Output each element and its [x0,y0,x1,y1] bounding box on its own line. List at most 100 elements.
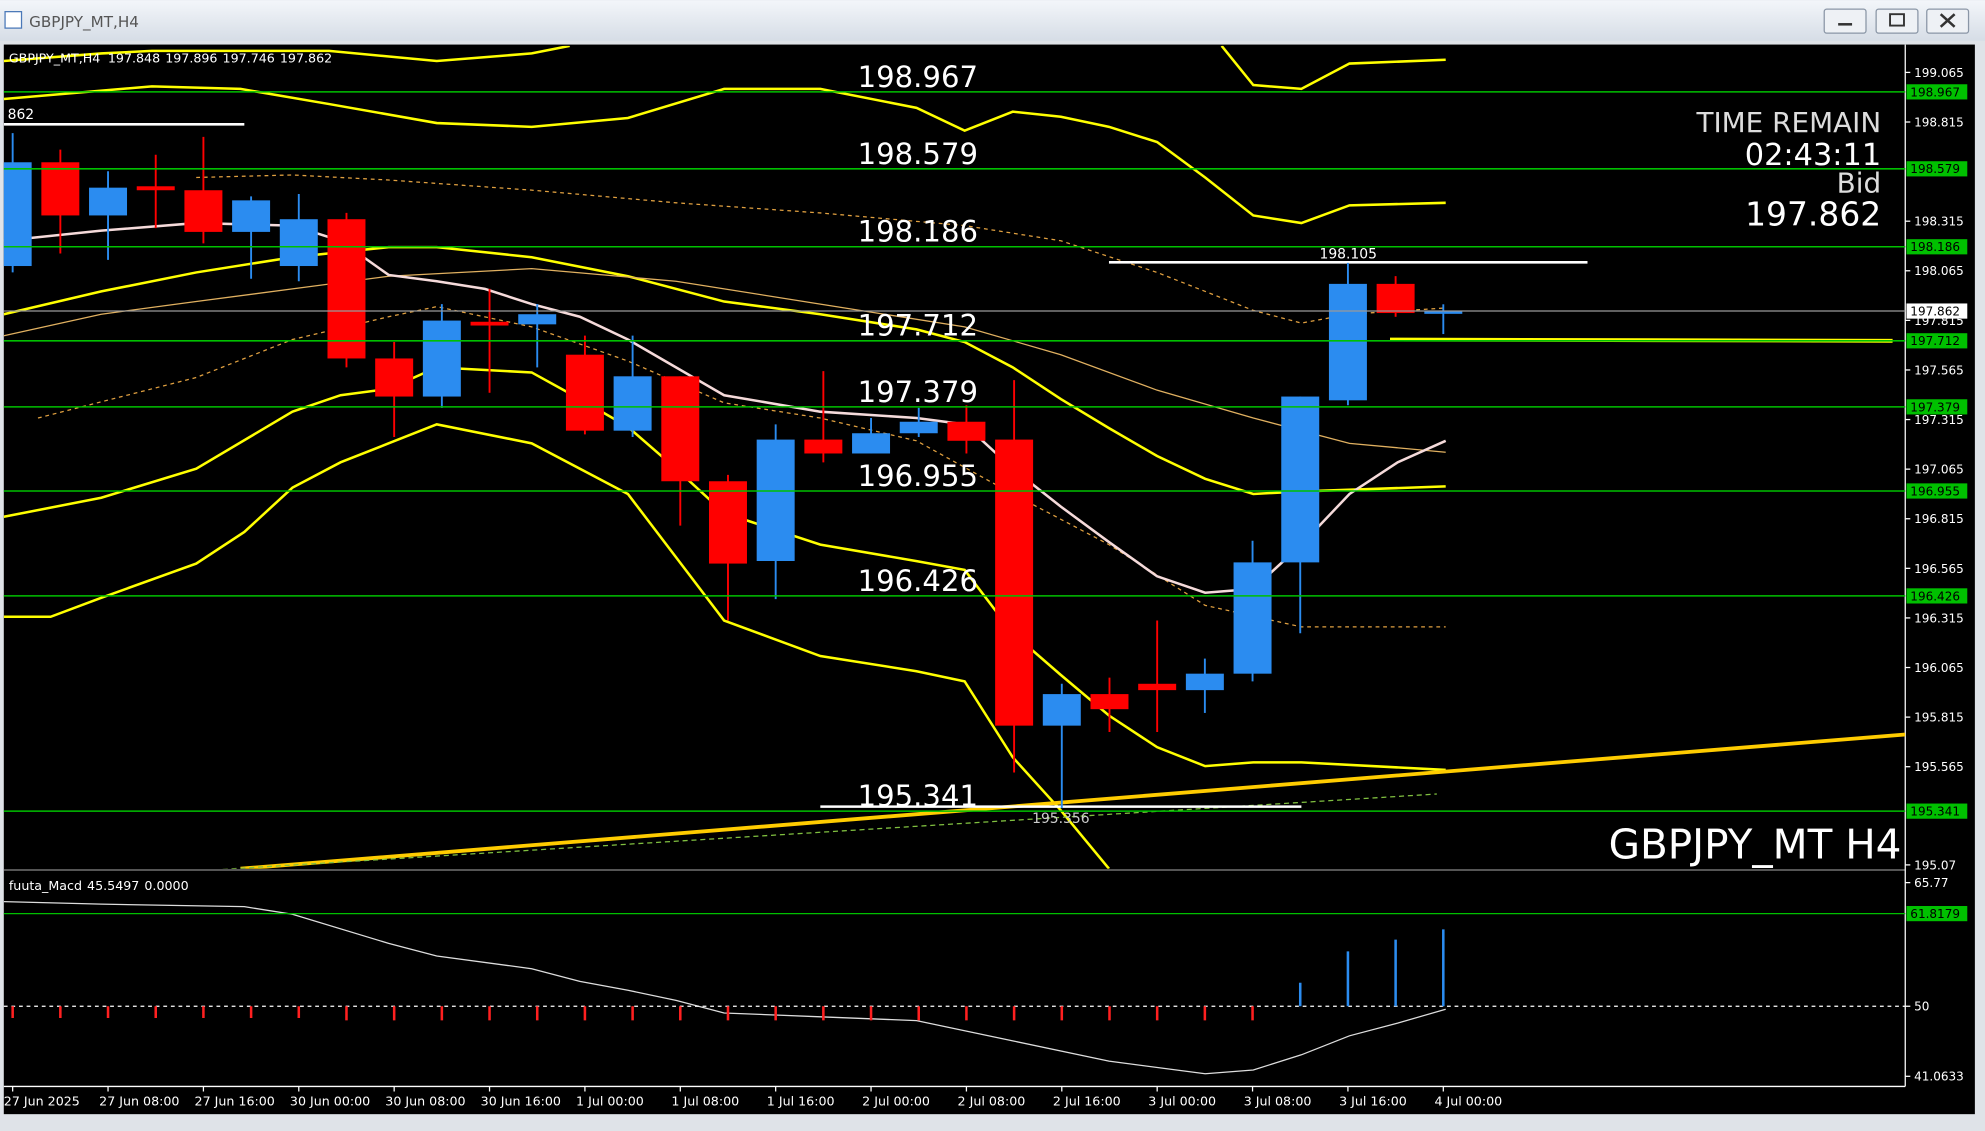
level-tag [1906,803,1968,819]
level-tag-label: 196.426 [1910,589,1960,603]
x-tick-label: 2 Jul 00:00 [862,1093,930,1108]
low-label: 195.356 [1032,811,1090,827]
candle-body [1138,683,1177,691]
candle-body [1424,311,1463,314]
y-tick-label: 198.315 [1914,215,1964,229]
sub-level-tag [1906,906,1968,922]
level-tag-label: 196.955 [1910,484,1960,498]
title-bar [0,0,1985,41]
dashed-ma-lower [37,305,1446,628]
y-tick-label: 196.815 [1914,512,1964,526]
minimize-button[interactable] [1823,8,1867,34]
level-label: 197.379 [858,375,978,409]
app-icon [4,11,23,29]
sub-level-tag-label: 61.8179 [1910,907,1960,921]
band-outer-top-right [1220,45,1446,91]
x-tick-label: 30 Jun 16:00 [481,1093,561,1108]
x-tick-label: 1 Jul 16:00 [767,1093,835,1108]
time-remain: 02:43:11 [1745,138,1881,173]
symbol: GBPJPY_MT,H4 [9,50,100,65]
x-tick-label: 1 Jul 00:00 [576,1093,644,1108]
level-label: 198.579 [858,137,978,171]
level-label: 198.967 [858,60,978,94]
candle-body [422,320,461,397]
indicator-name: fuuta_Macd [9,878,82,893]
candle-body [136,186,175,191]
candle-body [756,439,795,561]
x-tick-label: 1 Jul 08:00 [671,1093,739,1108]
candle-body [41,162,80,216]
y-tick-label: 197.565 [1914,363,1964,377]
candle-body [899,421,938,434]
time-remain-label: TIME REMAIN [1695,106,1881,139]
candle-body [1233,562,1272,674]
candle-body [565,354,604,431]
candle-body [947,421,986,441]
level-tag-label: 195.341 [1910,805,1960,819]
close-icon [1939,13,1956,28]
x-tick-label: 30 Jun 08:00 [385,1093,465,1108]
candle-body [1042,694,1081,726]
x-tick-label: 2 Jul 08:00 [958,1093,1026,1108]
indicator-readout: 45.5497 [87,878,139,893]
slow-ma [3,268,1446,453]
level-tag [1906,588,1968,604]
candles [3,133,1463,809]
candle-body [470,321,509,326]
ohlc-close: 197.862 [280,50,332,65]
candle-body [518,314,557,325]
y-tick-label: 199.065 [1914,66,1964,80]
watermark: GBPJPY_MT H4 [1609,821,1902,869]
bid-value: 197.862 [1745,195,1881,234]
level-tag [1906,84,1968,100]
high-label: 198.105 [1319,247,1377,263]
current-price-tag [1906,303,1968,319]
y-tick-label: 196.065 [1914,661,1964,675]
y-tick-label: 198.065 [1914,264,1964,278]
macd-line [3,900,1446,1075]
level-label: 197.712 [858,309,978,343]
indicator-header: fuuta_Macd 45.5497 0.0000 [9,878,189,893]
restore-button[interactable] [1875,8,1919,34]
candle-body [852,433,891,454]
x-tick-label: 27 Jun 16:00 [195,1093,275,1108]
candle-body [327,219,366,359]
candle-body [995,439,1034,726]
window-buttons[interactable] [1823,8,1970,34]
candle-body [804,439,843,454]
level-tag-label: 198.579 [1910,162,1960,176]
level-tag-label: 197.379 [1910,400,1960,414]
ohlc-high: 197.896 [165,50,217,65]
indicator-readout: 0.0000 [144,878,188,893]
level-label: 196.426 [858,564,978,598]
bid-label: Bid [1837,167,1882,200]
level-tag-label: 198.967 [1910,85,1960,99]
candle-body [279,219,318,267]
level-tag [1906,161,1968,177]
band-upper [3,85,1446,225]
y-tick-label: 195.815 [1914,711,1964,725]
x-tick-label: 4 Jul 00:00 [1434,1093,1502,1108]
y-tick-label: 198.815 [1914,115,1964,129]
candle-body [89,187,128,216]
y-tick-label: 196.315 [1914,611,1964,625]
level-tag [1906,333,1968,349]
trendline [240,732,1906,869]
level-tag-label: 197.712 [1910,334,1960,348]
sub-y-tick-label: 50 [1914,1000,1929,1014]
candle-body [708,481,747,564]
level-tag [1906,483,1968,499]
candle-body [375,358,414,397]
candle-body [661,376,700,482]
ohlc-low: 197.746 [223,50,275,65]
band-outer-bottom [3,423,1110,869]
level-label: 196.955 [858,459,978,493]
level-tag-label: 198.186 [1910,240,1960,254]
level-label: 198.186 [858,215,978,249]
macd-lines [3,900,1446,1075]
y-tick-label: 197.065 [1914,463,1964,477]
dashed-ma-upper [196,174,1446,324]
candle-body [184,190,223,232]
